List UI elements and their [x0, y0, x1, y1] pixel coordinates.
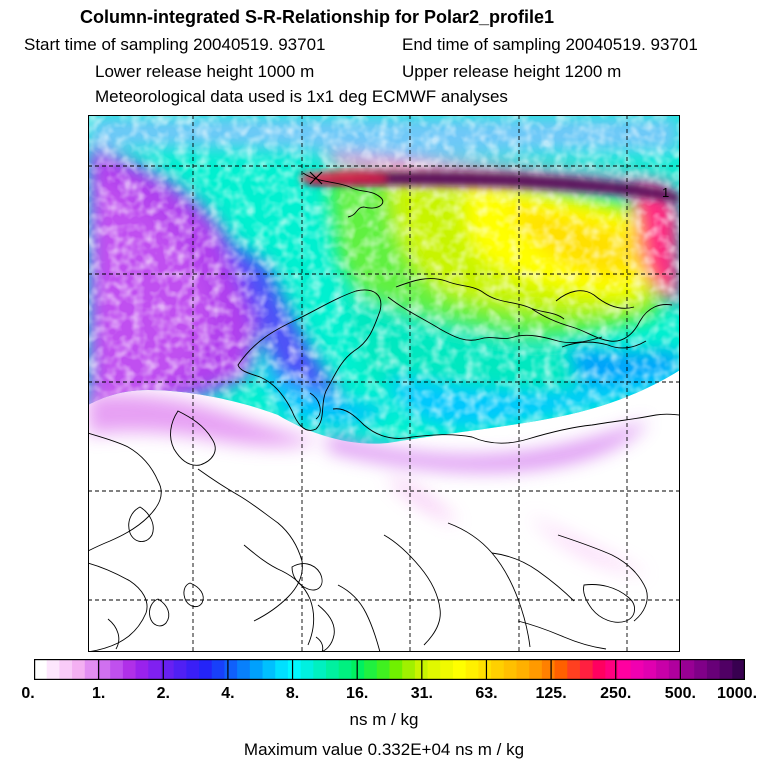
colorbar-swatch [706, 659, 721, 680]
colorbar-swatch [605, 659, 619, 680]
colorbar [34, 659, 745, 680]
colorbar-swatch [516, 659, 530, 680]
colorbar-tick-label: 2. [156, 685, 170, 702]
colorbar-swatch [503, 659, 518, 680]
colorbar-swatch [579, 659, 594, 680]
colorbar-tick-label: 31. [410, 685, 433, 702]
start-time-label: Start time of sampling 20040519. 93701 [24, 35, 326, 54]
colorbar-tick-label: 8. [285, 685, 300, 702]
colorbar-swatch [427, 659, 441, 680]
colorbar-swatch [84, 659, 99, 680]
colorbar-swatch [46, 659, 60, 680]
colorbar-swatch [34, 659, 48, 680]
colorbar-swatch [199, 659, 213, 680]
map-frame [88, 115, 680, 652]
colorbar-tick-label: 250. [600, 685, 632, 702]
colorbar-swatch [643, 659, 657, 680]
colorbar-swatch [287, 659, 302, 680]
page-title: Column-integrated S-R-Relationship for P… [80, 7, 555, 27]
colorbar-tick-label: 500. [664, 685, 696, 702]
colorbar-swatch [719, 659, 733, 680]
colorbar-swatch [491, 659, 505, 680]
lat-lon-grid [88, 115, 680, 652]
upper-release-height-label: Upper release height 1200 m [402, 62, 622, 81]
meteorological-data-label: Meteorological data used is 1x1 deg ECMW… [95, 87, 508, 106]
colorbar-swatch [148, 659, 162, 680]
colorbar-dividers [98, 659, 681, 680]
colorbar-swatch [478, 659, 492, 680]
colorbar-swatches [34, 659, 745, 680]
residence-plume [300, 170, 680, 203]
colorbar-swatch [186, 659, 200, 680]
colorbar-swatch [97, 659, 111, 680]
release-site-marker [309, 171, 323, 185]
colorbar-swatch [300, 659, 314, 680]
concentration-field [88, 115, 680, 444]
colorbar-swatch [567, 659, 581, 680]
colorbar-swatch [224, 659, 238, 680]
colorbar-tick-label: 0. [21, 685, 35, 702]
maximum-value-label: Maximum value 0.332E+04 ns m / kg [243, 740, 525, 759]
sr-relationship-map: 1 [88, 115, 680, 652]
colorbar-swatch [110, 659, 124, 680]
colorbar-swatch [452, 659, 467, 680]
colorbar-swatch [541, 659, 556, 680]
colorbar-swatch [122, 659, 137, 680]
colorbar-swatch [338, 659, 353, 680]
colorbar-tick-label: 63. [475, 685, 498, 702]
colorbar-swatch [732, 659, 745, 680]
colorbar-swatch [326, 659, 340, 680]
colorbar-frame [34, 659, 745, 680]
lower-release-height-label: Lower release height 1000 m [95, 62, 315, 81]
colorbar-swatch [173, 659, 187, 680]
end-time-label: End time of sampling 20040519. 93701 [402, 35, 698, 54]
colorbar-swatch [237, 659, 251, 680]
colorbar-tick-label: 125. [535, 685, 567, 702]
coastlines [88, 172, 680, 652]
colorbar-tick-label: 1000. [716, 685, 758, 702]
colorbar-swatch [529, 659, 543, 680]
colorbar-swatch [135, 659, 149, 680]
colorbar-tick-label: 4. [221, 685, 235, 702]
colorbar-swatch [376, 659, 391, 680]
colorbar-swatch [554, 659, 568, 680]
colorbar-swatch [160, 659, 175, 680]
colorbar-swatch [465, 659, 479, 680]
colorbar-swatch [262, 659, 276, 680]
colorbar-swatch [694, 659, 708, 680]
colorbar-swatch [630, 659, 645, 680]
colorbar-swatch [440, 659, 454, 680]
colorbar-units-label: ns m / kg [349, 710, 419, 729]
colorbar-swatch [618, 659, 632, 680]
colorbar-swatch [592, 659, 606, 680]
colorbar-swatch [402, 659, 416, 680]
colorbar-swatch [59, 659, 73, 680]
colorbar-tick-label: 1. [91, 685, 106, 702]
colorbar-swatch [364, 659, 378, 680]
colorbar-swatch [656, 659, 670, 680]
colorbar-swatch [681, 659, 695, 680]
colorbar-swatch [211, 659, 226, 680]
colorbar-swatch [313, 659, 327, 680]
colorbar-swatch [351, 659, 365, 680]
colorbar-tick-label: 16. [346, 685, 369, 702]
colorbar-swatch [668, 659, 683, 680]
station-marker-label: 1 [662, 185, 669, 200]
colorbar-swatch [389, 659, 403, 680]
colorbar-swatch [275, 659, 289, 680]
colorbar-swatch [249, 659, 264, 680]
colorbar-swatch [72, 659, 86, 680]
